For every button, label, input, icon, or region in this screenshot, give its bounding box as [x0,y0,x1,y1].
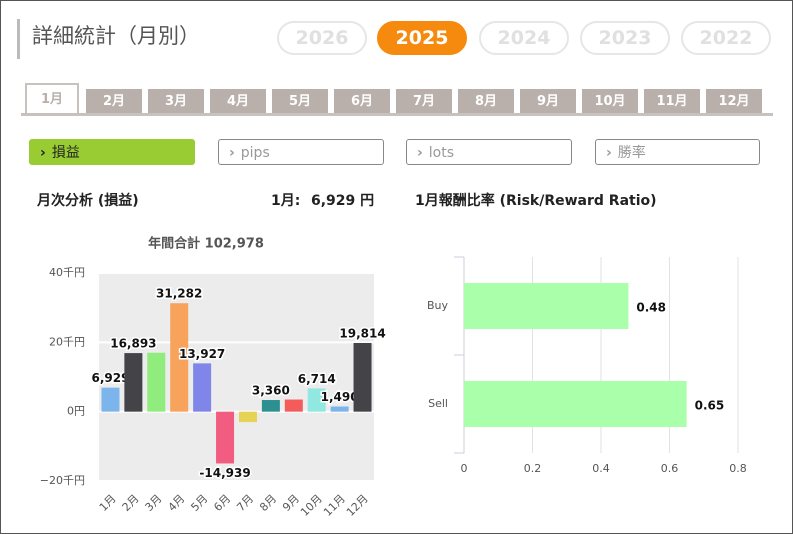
month-summary-label: 1月: [271,193,301,209]
bar [238,411,257,423]
x-tick-label: 12月 [344,492,371,519]
x-tick-label: 5月 [188,492,210,514]
y-tick-label: 0円 [67,405,85,418]
bar [147,352,166,412]
tab-underline [21,113,773,116]
month-tab[interactable]: 4月 [210,89,266,113]
data-label: 19,814 [339,326,385,340]
x-tick-label: 1月 [97,492,119,514]
x-tick-label: 0.2 [524,462,542,475]
left-heading: 月次分析 (損益) [37,193,139,209]
bar [261,400,280,412]
right-heading: 1月報酬比率 (Risk/Reward Ratio) [415,193,657,209]
bar [101,387,120,412]
data-label: 6,929 [91,371,129,385]
x-tick-label: 0.4 [592,462,610,475]
metric-button[interactable]: lots [406,139,572,165]
month-tab[interactable]: 10月 [582,89,638,113]
page-title: 詳細統計（月別） [17,19,200,59]
x-tick-label: 0.8 [729,462,747,475]
month-tab[interactable]: 8月 [458,89,514,113]
x-tick-label: 8月 [257,492,279,514]
year-button[interactable]: 2026 [277,21,367,55]
bar [330,406,349,412]
metric-button[interactable]: 損益 [29,139,195,165]
year-button[interactable]: 2025 [377,21,467,55]
chart-subtitle: 年間合計 102,978 [148,236,264,252]
month-tab[interactable]: 3月 [148,89,204,113]
data-label: 13,927 [179,347,225,361]
bar [353,342,372,412]
bar [170,303,189,412]
month-tab[interactable]: 7月 [396,89,452,113]
data-label: 0.48 [636,301,666,315]
data-label: 0.65 [695,399,725,413]
data-label: 31,282 [156,287,202,301]
data-label: -14,939 [199,466,250,480]
data-label: 1,490 [321,390,359,404]
y-tick-label: −20千円 [40,474,85,487]
data-label: 3,360 [252,384,290,398]
category-label: Buy [427,299,449,312]
month-tab[interactable]: 1月 [25,83,79,115]
bar [464,381,687,427]
data-label: 6,714 [298,372,336,386]
bar [307,388,326,412]
bar [284,399,303,412]
category-label: Sell [428,397,448,410]
bar [464,283,629,329]
metric-button[interactable]: 勝率 [595,139,760,165]
year-button[interactable]: 2022 [681,21,771,55]
x-tick-label: 11月 [321,492,348,519]
month-tab[interactable]: 2月 [86,89,142,113]
y-tick-label: 40千円 [49,266,85,279]
metric-button[interactable]: pips [218,139,384,165]
year-button[interactable]: 2024 [479,21,569,55]
month-tab[interactable]: 5月 [272,89,328,113]
plot-background [99,273,374,481]
month-summary-value: 6,929 円 [311,193,375,209]
data-label: 16,893 [110,337,156,351]
month-tab[interactable]: 11月 [644,89,700,113]
bar [124,353,143,412]
bar [216,411,235,464]
y-tick-label: 20千円 [49,335,85,348]
bar [193,363,212,412]
month-tab[interactable]: 9月 [520,89,576,113]
month-tab[interactable]: 12月 [706,89,762,113]
x-tick-label: 0 [461,462,468,475]
year-button[interactable]: 2023 [580,21,670,55]
x-tick-label: 4月 [166,492,188,514]
x-tick-label: 7月 [234,492,256,514]
month-tab[interactable]: 6月 [334,89,390,113]
x-tick-label: 2月 [120,492,142,514]
x-tick-label: 3月 [143,492,165,514]
x-tick-label: 0.6 [661,462,679,475]
x-tick-label: 6月 [211,492,233,514]
x-tick-label: 10月 [298,492,325,519]
